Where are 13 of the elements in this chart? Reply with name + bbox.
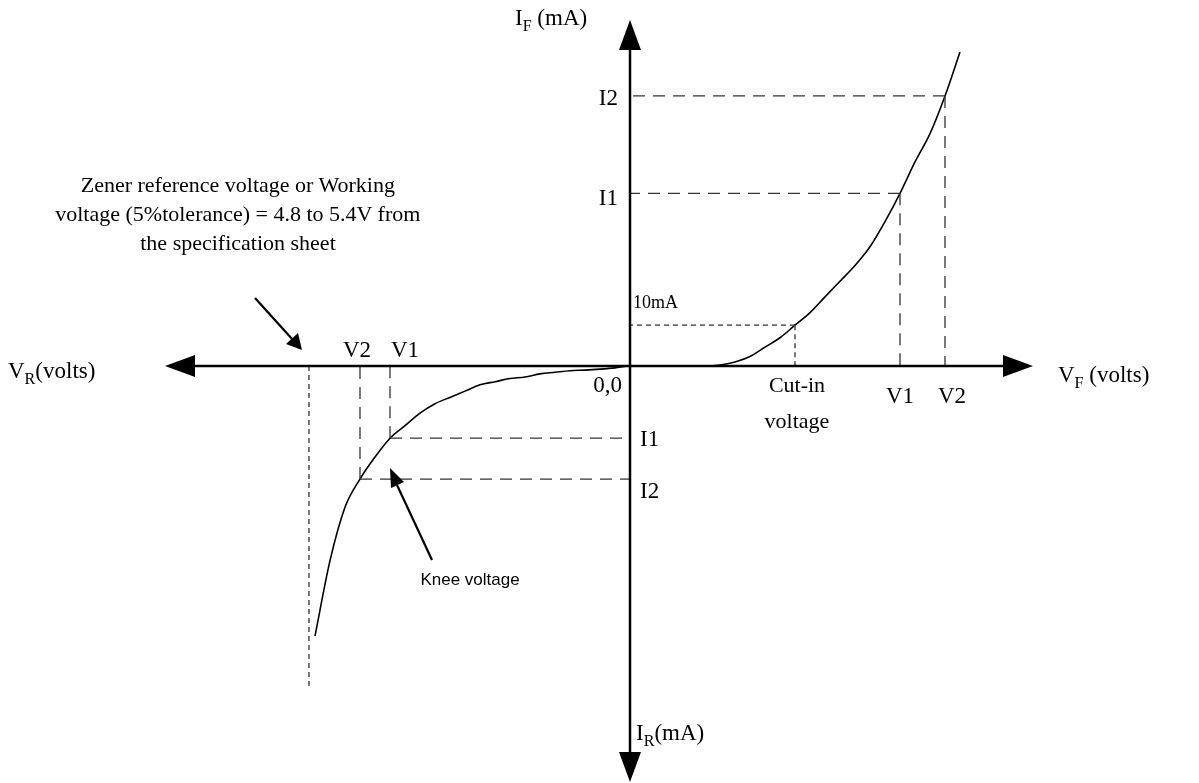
annotation: I1 xyxy=(640,426,660,451)
annotation: I1 xyxy=(598,185,619,210)
annotation: V1 xyxy=(885,383,915,408)
annotation: I2 xyxy=(640,478,660,503)
annotation: V2 xyxy=(937,383,967,408)
annotation: Knee voltage xyxy=(420,570,520,589)
annotation: V2 xyxy=(342,337,372,362)
annotation: 0,0 xyxy=(593,372,622,397)
annotation: Cut-in voltage xyxy=(764,372,830,433)
annotation: I2 xyxy=(598,85,619,110)
annotation: 10mA xyxy=(633,292,678,312)
annotation: V1 xyxy=(390,337,420,362)
annotation: Zener reference voltage or Working voltage (5%tolerance) = 4.8 to 5.4V from the specification sheet xyxy=(55,172,421,255)
